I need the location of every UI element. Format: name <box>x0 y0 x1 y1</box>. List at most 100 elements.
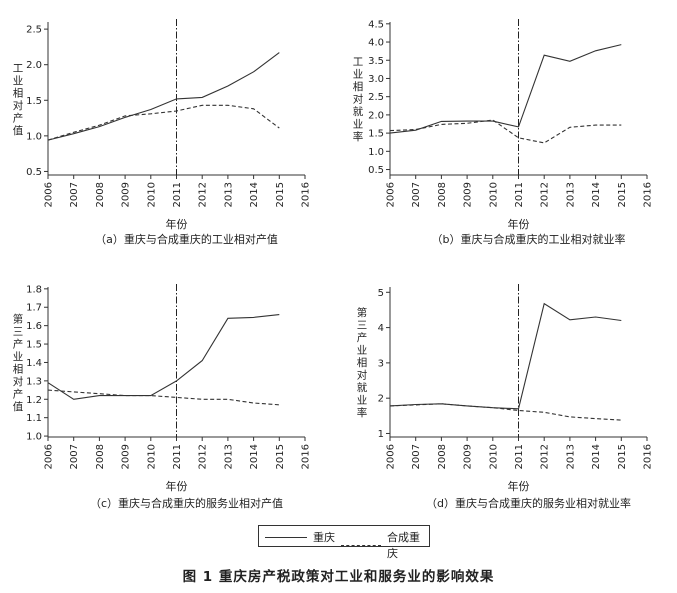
chart-c-x-tick-label: 2009 <box>121 444 132 469</box>
chart-b-y-tick-label: 4.0 <box>368 38 384 49</box>
chart-a-y-tick-label: 0.5 <box>26 167 42 178</box>
chart-c-y-tick-label: 1.3 <box>26 376 42 387</box>
chart-b-x-tick-label: 2006 <box>386 182 397 207</box>
chart-a-caption: （a）重庆与合成重庆的工业相对产值 <box>95 232 278 246</box>
chart-a-x-tick-label: 2006 <box>44 182 55 207</box>
chart-d-x-tick-label: 2015 <box>617 444 628 469</box>
chart-c-y-tick-label: 1.0 <box>26 432 42 443</box>
chart-b-x-tick-label: 2014 <box>591 182 602 207</box>
legend-item-chongqing: 重庆 <box>265 529 335 545</box>
chart-b-series-chongqing <box>389 44 622 134</box>
chart-b-y-axis-label: 工业相对就业率 <box>353 56 364 143</box>
chart-a-x-tick-label: 2012 <box>198 182 209 207</box>
chart-a-x-tick-label: 2014 <box>249 182 260 207</box>
chart-a-y-tick-label: 1.0 <box>26 131 42 142</box>
chart-b-y-tick-label: 4.5 <box>368 19 384 30</box>
chart-a-y-tick-label: 1.5 <box>26 96 42 107</box>
chart-b-y-tick-label: 1.0 <box>368 147 384 158</box>
chart-d-panel: 1 2 3 4 5 2006 2007 2008 2009 2010 2011 2012 2013 201… <box>357 284 654 510</box>
chart-c-y-tick-label: 1.5 <box>26 340 42 351</box>
chart-d-series-synthetic <box>389 403 622 421</box>
chart-b-y-tick-label: 2.0 <box>368 110 384 121</box>
chart-c-x-axis-label: 年份 <box>166 479 188 493</box>
chart-d-y-tick-label: 2 <box>378 394 384 405</box>
chart-a-panel: 0.5 1.0 1.5 2.0 2.5 2006 2007 2008 2009 2010 2011 2… <box>13 19 312 246</box>
chart-c-x-tick-label: 2015 <box>275 444 286 469</box>
chart-c-x-tick-label: 2016 <box>301 444 312 469</box>
chart-b-y-tick-label: 1.5 <box>368 129 384 140</box>
chart-a-x-tick-label: 2007 <box>69 182 80 207</box>
chart-a-x-tick-label: 2011 <box>172 182 183 207</box>
chart-a-x-tick-label: 2010 <box>146 182 157 207</box>
chart-d-x-tick-label: 2009 <box>463 444 474 469</box>
chart-c-panel: 1.0 1.1 1.2 1.3 1.4 1.5 1.6 1.7 1.8 2006 2007 2008 2… <box>13 284 312 510</box>
chart-c-y-tick-label: 1.7 <box>26 303 42 314</box>
chart-c-x-tick-label: 2011 <box>172 444 183 469</box>
chart-b-panel: 0.5 1.0 1.5 2.0 2.5 3.0 3.5 4.0 4.5 2006 2007 2008 2… <box>353 19 654 246</box>
chart-c-x-tick-label: 2008 <box>95 444 106 469</box>
chart-a-x-tick-label: 2009 <box>121 182 132 207</box>
chart-b-y-tick-label: 3.5 <box>368 56 384 67</box>
legend-label-chongqing: 重庆 <box>313 531 335 544</box>
chart-a-x-tick-label: 2013 <box>223 182 234 207</box>
chart-c-y-tick-label: 1.6 <box>26 321 42 332</box>
chart-b-x-tick-label: 2012 <box>540 182 551 207</box>
chart-a-y-axis-label: 工业相对产值 <box>13 62 24 137</box>
chart-d-x-tick-label: 2010 <box>488 444 499 469</box>
chart-c-x-tick-label: 2014 <box>249 444 260 469</box>
chart-b-x-tick-label: 2016 <box>643 182 654 207</box>
chart-d-x-tick-label: 2006 <box>386 444 397 469</box>
chart-d-series-chongqing <box>389 302 622 410</box>
chart-c-series-chongqing <box>47 314 280 400</box>
chart-b-x-tick-label: 2010 <box>488 182 499 207</box>
chart-c-y-tick-label: 1.1 <box>26 413 42 424</box>
chart-c-x-tick-label: 2013 <box>223 444 234 469</box>
chart-b-x-axis-label: 年份 <box>508 217 530 231</box>
chart-a-x-axis-label: 年份 <box>166 217 188 231</box>
legend-dashed-swatch <box>341 544 382 546</box>
chart-c-y-tick-label: 1.2 <box>26 395 42 406</box>
chart-b-series-synthetic <box>389 119 622 144</box>
legend-item-synthetic: 合成重庆 <box>341 529 429 561</box>
chart-a-series-synthetic <box>47 104 280 141</box>
chart-d-y-axis-label: 第三产业相对就业率 <box>357 306 368 419</box>
chart-c-x-tick-label: 2006 <box>44 444 55 469</box>
chart-b-x-tick-label: 2011 <box>514 182 525 207</box>
chart-c-x-tick-label: 2010 <box>146 444 157 469</box>
chart-b-x-tick-label: 2015 <box>617 182 628 207</box>
chart-a-x-tick-label: 2016 <box>301 182 312 207</box>
chart-c-caption: （c）重庆与合成重庆的服务业相对产值 <box>90 496 283 510</box>
chart-d-x-tick-label: 2011 <box>514 444 525 469</box>
legend: 重庆 合成重庆 <box>258 525 430 560</box>
chart-b-caption: （b）重庆与合成重庆的工业相对就业率 <box>432 232 626 246</box>
chart-a-x-tick-label: 2008 <box>95 182 106 207</box>
chart-b-y-tick-label: 2.5 <box>368 92 384 103</box>
chart-b-x-tick-label: 2007 <box>411 182 422 207</box>
chart-c-x-tick-label: 2012 <box>198 444 209 469</box>
chart-d-y-tick-label: 5 <box>378 288 384 299</box>
chart-d-y-tick-label: 3 <box>378 358 384 369</box>
chart-d-x-tick-label: 2012 <box>540 444 551 469</box>
chart-b-x-tick-label: 2013 <box>565 182 576 207</box>
figure-title: 图 1 重庆房产税政策对工业和服务业的影响效果 <box>182 569 495 585</box>
chart-a-y-tick-label: 2.5 <box>26 25 42 36</box>
chart-c-y-axis-label: 第三产业相对产值 <box>13 312 24 413</box>
chart-d-x-tick-label: 2014 <box>591 444 602 469</box>
chart-c-x-tick-label: 2007 <box>69 444 80 469</box>
chart-c-y-tick-label: 1.4 <box>26 358 42 369</box>
chart-d-caption: （d）重庆与合成重庆的服务业相对就业率 <box>426 496 631 510</box>
chart-c-y-tick-label: 1.8 <box>26 284 42 295</box>
chart-d-x-tick-label: 2008 <box>437 444 448 469</box>
chart-d-x-axis-label: 年份 <box>508 479 530 493</box>
chart-d-x-tick-label: 2016 <box>643 444 654 469</box>
chart-b-y-tick-label: 3.0 <box>368 74 384 85</box>
legend-solid-swatch <box>265 536 307 538</box>
chart-b-y-tick-label: 0.5 <box>368 165 384 176</box>
chart-d-x-tick-label: 2013 <box>565 444 576 469</box>
chart-a-series-chongqing <box>47 52 280 141</box>
chart-b-x-tick-label: 2008 <box>437 182 448 207</box>
chart-d-y-tick-label: 1 <box>378 429 384 440</box>
chart-b-x-tick-label: 2009 <box>463 182 474 207</box>
chart-d-y-tick-label: 4 <box>378 323 384 334</box>
